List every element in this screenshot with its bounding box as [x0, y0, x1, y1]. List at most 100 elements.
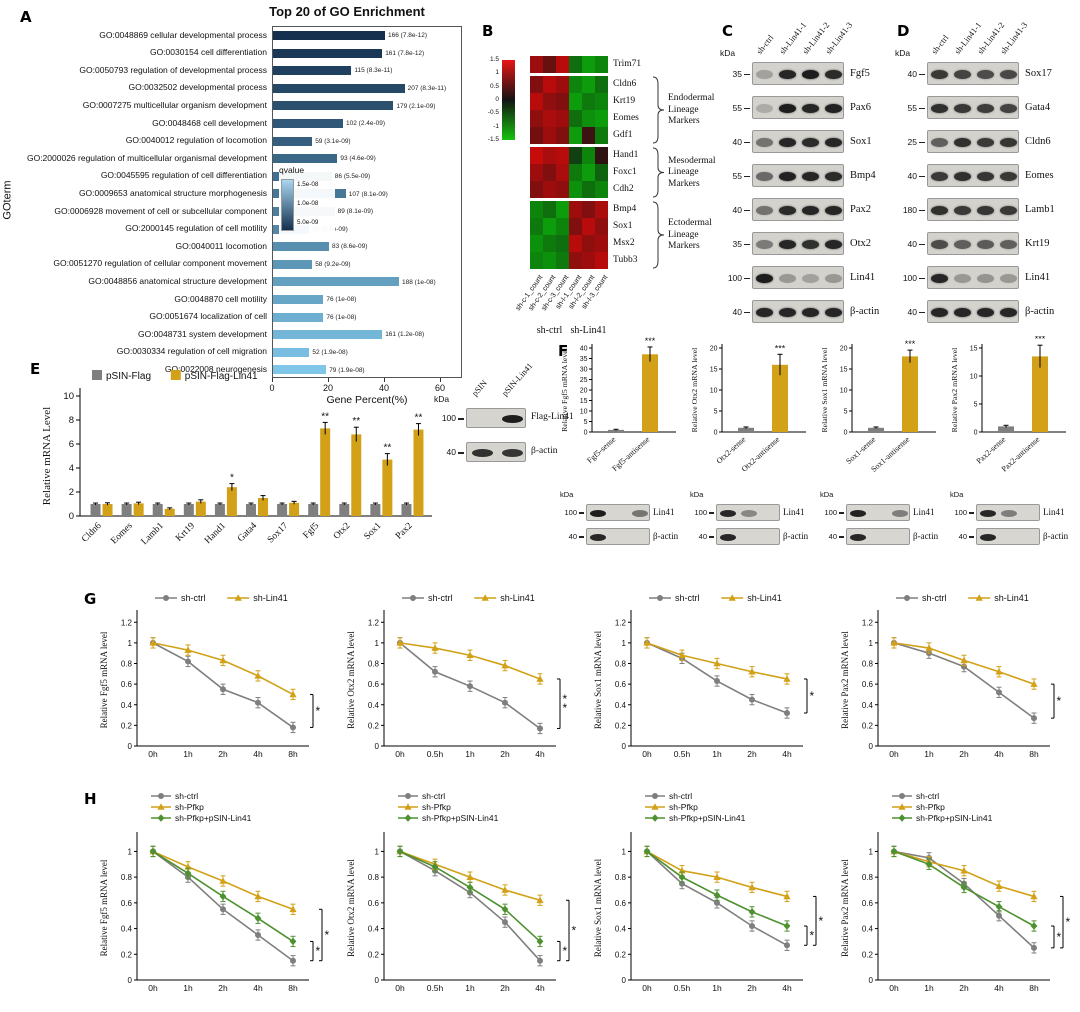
heatmap-cell	[556, 127, 569, 144]
heatmap-cell	[556, 110, 569, 127]
heatmap-cell	[530, 110, 543, 127]
decay-chart-pfkp: 0 0.2 0.4 0.6 0.8 1 0h 0.5h 1h 2h 4h Relative Sox1 …	[589, 788, 829, 1010]
sig-label: *	[230, 473, 234, 484]
marker-circle	[410, 595, 416, 601]
go-bar	[273, 48, 383, 58]
decay-chart-lin41: 0 0.2 0.4 0.6 0.8 1 1.2 0h 1h 2h 4h 8h Relative Fgf5…	[95, 588, 335, 784]
y-tick-label: 5	[974, 402, 978, 409]
protein-band	[849, 510, 866, 517]
protein-band	[755, 69, 773, 80]
y-tick-label: 0	[375, 976, 380, 985]
protein-label: β-actin	[653, 531, 679, 541]
x-tick-label: 0h	[889, 749, 899, 759]
x-tick-label: 2h	[500, 983, 510, 993]
marker-triangle	[651, 803, 659, 810]
go-term-label: GO:0048856 anatomical structure developm…	[88, 275, 267, 286]
decay-line-chart: 0 0.2 0.4 0.6 0.8 1 1.2 0h 0.5h 1h 2h 4h Relative Ot…	[346, 593, 568, 759]
kda-marker: 55	[732, 170, 742, 181]
kda-marker: 40	[907, 170, 917, 181]
lineage-brace	[652, 76, 666, 144]
protein-band	[999, 171, 1017, 182]
heatmap-cell	[530, 164, 543, 181]
marker-triangle	[728, 594, 736, 601]
protein-band	[778, 69, 796, 80]
y-tick-label: 0.6	[121, 680, 133, 689]
protein-label: Sox1	[850, 135, 872, 147]
heatmap-cell	[530, 93, 543, 110]
y-tick-label: 0.6	[368, 680, 380, 689]
bar	[121, 504, 132, 516]
panel-b-lineage-heatmap: 1.5 1 0.5 0 -0.5 -1 -1.5 Trim71 Cldn6 Krt19 Eomes G…	[478, 16, 720, 350]
kda-tick	[744, 311, 750, 313]
y-axis-label: Relative Pax2 mRNA level	[840, 631, 850, 729]
go-term-label: GO:0051674 localization of cell	[149, 311, 267, 322]
panel-d-label: D	[897, 22, 910, 40]
go-bar	[273, 295, 324, 305]
heatmap-colorbar-tick: 0.5	[489, 82, 499, 90]
y-tick-label: 1	[128, 639, 133, 648]
y-axis-label: Relative Otx2 mRNA level	[346, 631, 356, 729]
protein-label: Lin41	[1043, 507, 1065, 517]
heatmap-cell	[582, 218, 595, 235]
protein-band	[471, 449, 493, 457]
marker-triangle	[975, 594, 983, 601]
bar	[133, 503, 144, 516]
go-bar	[273, 277, 399, 287]
bar	[608, 429, 624, 432]
protein-band	[999, 239, 1017, 250]
x-tick-label: 2h	[959, 749, 969, 759]
marker-triangle	[219, 877, 227, 884]
brace-svg	[652, 201, 665, 269]
marker-diamond	[643, 847, 651, 856]
heatmap-gene-label: Hand1	[613, 150, 639, 160]
panel-b-label: B	[482, 22, 494, 40]
bar	[1032, 356, 1048, 432]
protein-band	[979, 534, 996, 541]
heatmap-cell	[582, 76, 595, 93]
kda-marker: 55	[907, 102, 917, 113]
panel-c-western-blots: kDa sh-ctrl sh-Lin41-1 sh-Lin41-2 sh-Lin41-3…	[718, 16, 896, 336]
legend-label: sh-Lin41	[747, 593, 782, 603]
heatmap-cell	[556, 93, 569, 110]
decay-line-chart: 0 0.2 0.4 0.6 0.8 1 0h 0.5h 1h 2h 4h Relative Sox1 …	[593, 791, 824, 993]
protein-band	[976, 171, 994, 182]
lane-header: sh-ctrl	[753, 32, 775, 56]
bar	[382, 459, 393, 516]
y-tick-label: 8	[69, 415, 74, 426]
y-tick-label: 0.2	[121, 950, 133, 959]
y-tick-label: 10	[710, 388, 718, 395]
marker-triangle	[783, 675, 791, 682]
heatmap-cell	[595, 201, 608, 218]
marker-triangle	[783, 892, 791, 900]
x-tick-label: 0h	[395, 983, 405, 993]
heatmap-colorbar-tick: -0.5	[487, 109, 499, 117]
protein-band	[976, 307, 994, 318]
go-bar-annotation: 89 (8.1e-09)	[337, 208, 374, 216]
y-tick-label: 0.6	[862, 899, 874, 908]
heatmap-gene-label: Bmp4	[613, 204, 637, 214]
legend-label: sh-Pfkp+pSIN-Lin41	[916, 813, 993, 823]
protein-band	[755, 137, 773, 148]
y-tick-label: 15	[970, 346, 978, 353]
category-label: Cldn6	[80, 521, 104, 545]
y-tick-label: 0.8	[615, 873, 627, 882]
protein-band	[953, 307, 971, 318]
legend-label: pSIN-Flag-Lin41	[185, 371, 258, 382]
decay-chart-lin41: 0 0.2 0.4 0.6 0.8 1 1.2 0h 0.5h 1h 2h 4h Relative So…	[589, 588, 829, 784]
heatmap-cell	[595, 235, 608, 252]
y-tick-label: 0.8	[862, 660, 874, 669]
protein-band	[999, 103, 1017, 114]
protein-label: Eomes	[1025, 169, 1054, 181]
protein-label: Lin41	[1025, 271, 1051, 283]
heatmap-cell	[582, 252, 595, 269]
heatmap-cell	[530, 252, 543, 269]
go-bar	[273, 259, 313, 269]
go-term-label: GO:0030154 cell differentiation	[149, 47, 267, 58]
blot-box	[466, 408, 526, 428]
legend-label: sh-ctrl	[428, 593, 453, 603]
kda-tick	[919, 209, 925, 211]
x-tick-label: 4h	[253, 749, 263, 759]
kda-marker: 40	[907, 238, 917, 249]
marker-triangle	[748, 883, 756, 891]
protein-label: Fgf5	[850, 67, 870, 79]
